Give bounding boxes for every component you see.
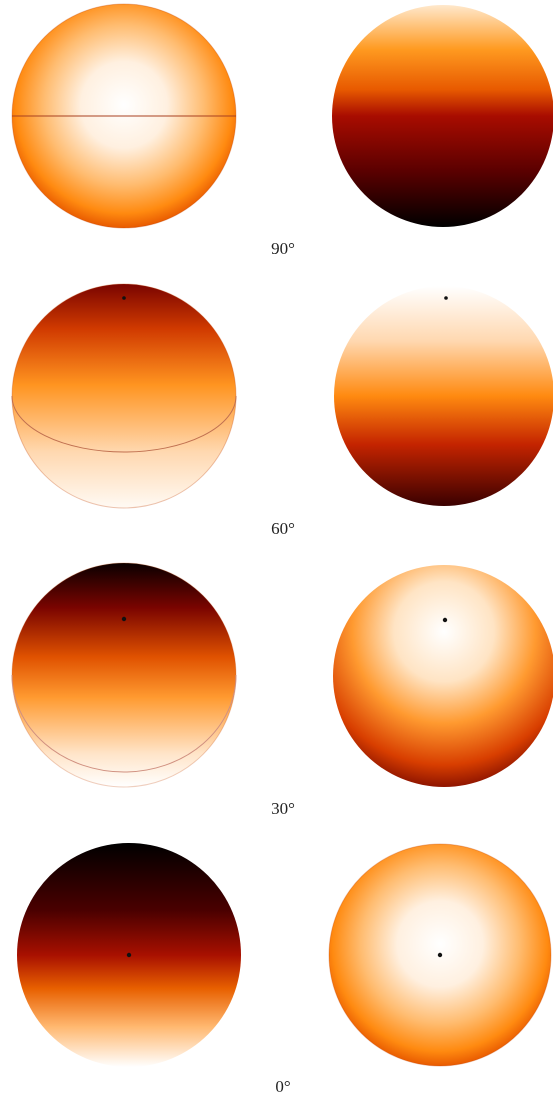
sphere [333, 565, 553, 787]
sphere [332, 5, 553, 227]
pole-dot [442, 617, 448, 623]
pole-dot [126, 952, 132, 958]
pole-dot [122, 296, 126, 300]
angle-label: 90° [271, 239, 295, 258]
equator [11, 395, 237, 453]
pole-dot [437, 952, 443, 958]
angle-label: 60° [271, 519, 295, 538]
sphere [334, 286, 553, 506]
sphere [11, 283, 237, 509]
pole-dot [121, 616, 127, 622]
pole-dot [444, 296, 448, 300]
angle-label: 30° [271, 799, 295, 818]
equator [11, 674, 237, 773]
sphere [11, 562, 237, 788]
angle-label: 0° [275, 1077, 290, 1096]
